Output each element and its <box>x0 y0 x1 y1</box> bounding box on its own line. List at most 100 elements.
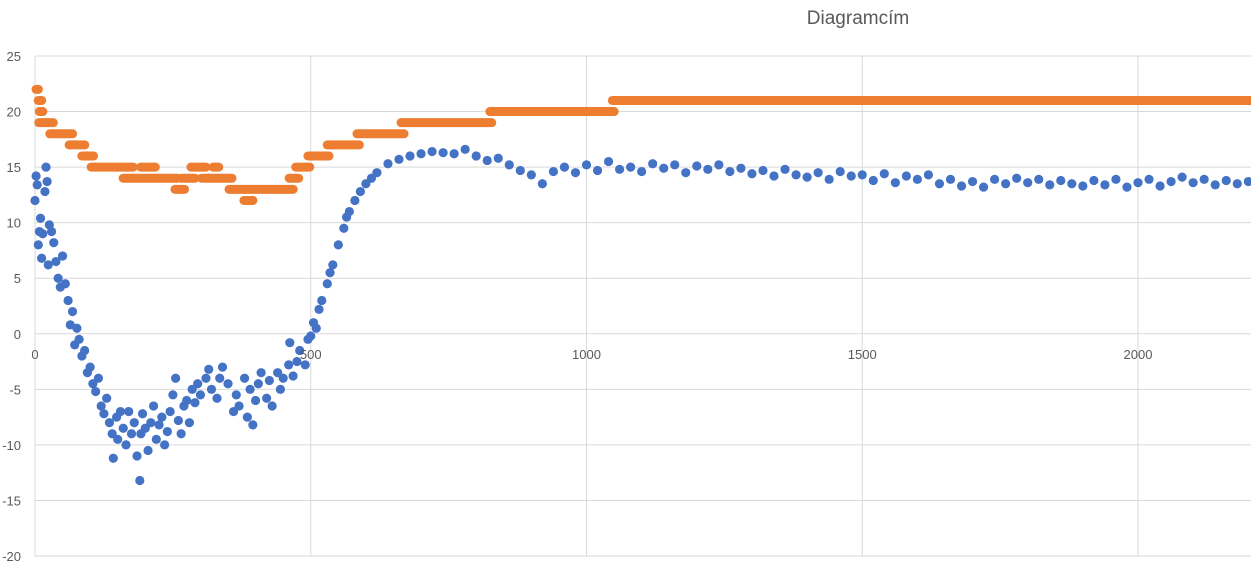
blue-data-point <box>405 151 415 161</box>
blue-data-point <box>124 406 134 417</box>
blue-data-point <box>1155 181 1165 191</box>
blue-data-point <box>493 153 503 163</box>
blue-data-point <box>129 418 139 428</box>
blue-data-point <box>1243 176 1251 187</box>
blue-data-point <box>108 453 118 463</box>
y-tick-label: -20 <box>2 549 21 564</box>
y-tick-label: 25 <box>7 49 21 64</box>
blue-data-point <box>325 268 335 278</box>
blue-data-point <box>176 429 186 439</box>
blue-data-point <box>978 182 989 192</box>
blue-data-point <box>758 165 768 176</box>
blue-data-point <box>32 180 42 190</box>
blue-data-point <box>43 260 53 270</box>
blue-data-point <box>1199 174 1209 184</box>
blue-data-point <box>67 306 78 317</box>
blue-data-point <box>49 238 59 248</box>
blue-data-point <box>295 345 305 356</box>
blue-data-point <box>239 373 250 383</box>
blue-data-point <box>515 165 525 176</box>
blue-data-point <box>121 440 131 450</box>
blue-data-point <box>703 164 713 174</box>
blue-data-point <box>72 323 82 333</box>
blue-data-point <box>31 171 41 181</box>
chart-title: Diagramcím <box>806 8 910 29</box>
y-tick-label: 0 <box>14 327 21 342</box>
blue-data-point <box>1166 176 1176 187</box>
blue-data-point <box>278 373 288 383</box>
blue-data-point <box>234 401 244 411</box>
blue-data-point <box>168 390 178 400</box>
blue-data-point <box>714 160 724 170</box>
blue-data-point <box>248 420 258 430</box>
blue-data-point <box>736 163 746 173</box>
blue-data-point <box>53 273 63 283</box>
blue-data-point <box>80 345 90 356</box>
blue-data-point <box>614 164 625 174</box>
blue-data-point <box>570 168 581 178</box>
blue-data-point <box>802 172 812 182</box>
blue-data-point <box>1078 181 1088 191</box>
blue-data-point <box>118 423 128 433</box>
blue-data-point <box>559 162 570 172</box>
blue-data-point <box>148 401 159 411</box>
blue-data-point <box>292 356 302 367</box>
blue-data-point <box>245 384 255 394</box>
blue-data-point <box>285 338 295 348</box>
blue-data-point <box>967 176 978 187</box>
blue-data-point <box>592 165 603 176</box>
blue-data-point <box>33 240 43 250</box>
blue-data-point <box>626 162 636 172</box>
blue-data-point <box>813 168 823 178</box>
blue-data-point <box>339 223 349 233</box>
blue-data-point <box>146 418 156 428</box>
blue-data-point <box>190 398 200 408</box>
blue-data-point <box>681 168 691 178</box>
blue-data-point <box>956 181 967 191</box>
blue-data-point <box>1221 175 1231 186</box>
blue-data-point <box>1012 173 1022 183</box>
blue-data-point <box>460 144 470 154</box>
blue-data-point <box>35 213 46 223</box>
x-tick-label: 0 <box>31 347 38 362</box>
y-tick-label: -10 <box>2 438 21 453</box>
blue-data-point <box>923 170 934 180</box>
blue-data-point <box>215 373 225 383</box>
blue-data-point <box>173 415 183 426</box>
series-blue <box>30 144 1251 486</box>
blue-data-point <box>115 406 126 417</box>
blue-data-point <box>113 434 123 444</box>
blue-data-point <box>60 279 70 289</box>
blue-data-point <box>901 171 911 181</box>
blue-data-point <box>193 379 203 389</box>
blue-data-point <box>846 171 856 181</box>
blue-data-point <box>1034 174 1044 184</box>
blue-data-point <box>132 451 142 461</box>
blue-data-point <box>537 179 547 189</box>
blue-data-point <box>91 386 101 397</box>
blue-data-point <box>206 384 217 394</box>
blue-data-point <box>670 160 680 170</box>
blue-data-point <box>51 256 61 267</box>
blue-data-point <box>350 195 360 206</box>
blue-data-point <box>372 168 382 178</box>
blue-data-point <box>251 395 261 406</box>
blue-data-point <box>99 409 109 419</box>
blue-data-point <box>253 379 263 389</box>
blue-data-point <box>659 163 669 173</box>
blue-data-point <box>306 331 316 341</box>
x-tick-label: 500 <box>300 347 322 362</box>
blue-data-point <box>912 174 923 184</box>
blue-data-point <box>355 186 365 197</box>
blue-data-point <box>231 390 241 400</box>
blue-data-point <box>288 371 298 381</box>
blue-data-point <box>143 445 153 456</box>
blue-data-point <box>648 159 658 169</box>
y-axis-labels: 25 20 15 10 5 0 -5 -10 -15 -20 <box>2 49 21 564</box>
blue-data-point <box>990 174 1000 184</box>
blue-data-point <box>104 418 115 428</box>
blue-data-point <box>275 384 286 394</box>
blue-data-point <box>171 373 181 383</box>
blue-data-point <box>311 323 321 333</box>
